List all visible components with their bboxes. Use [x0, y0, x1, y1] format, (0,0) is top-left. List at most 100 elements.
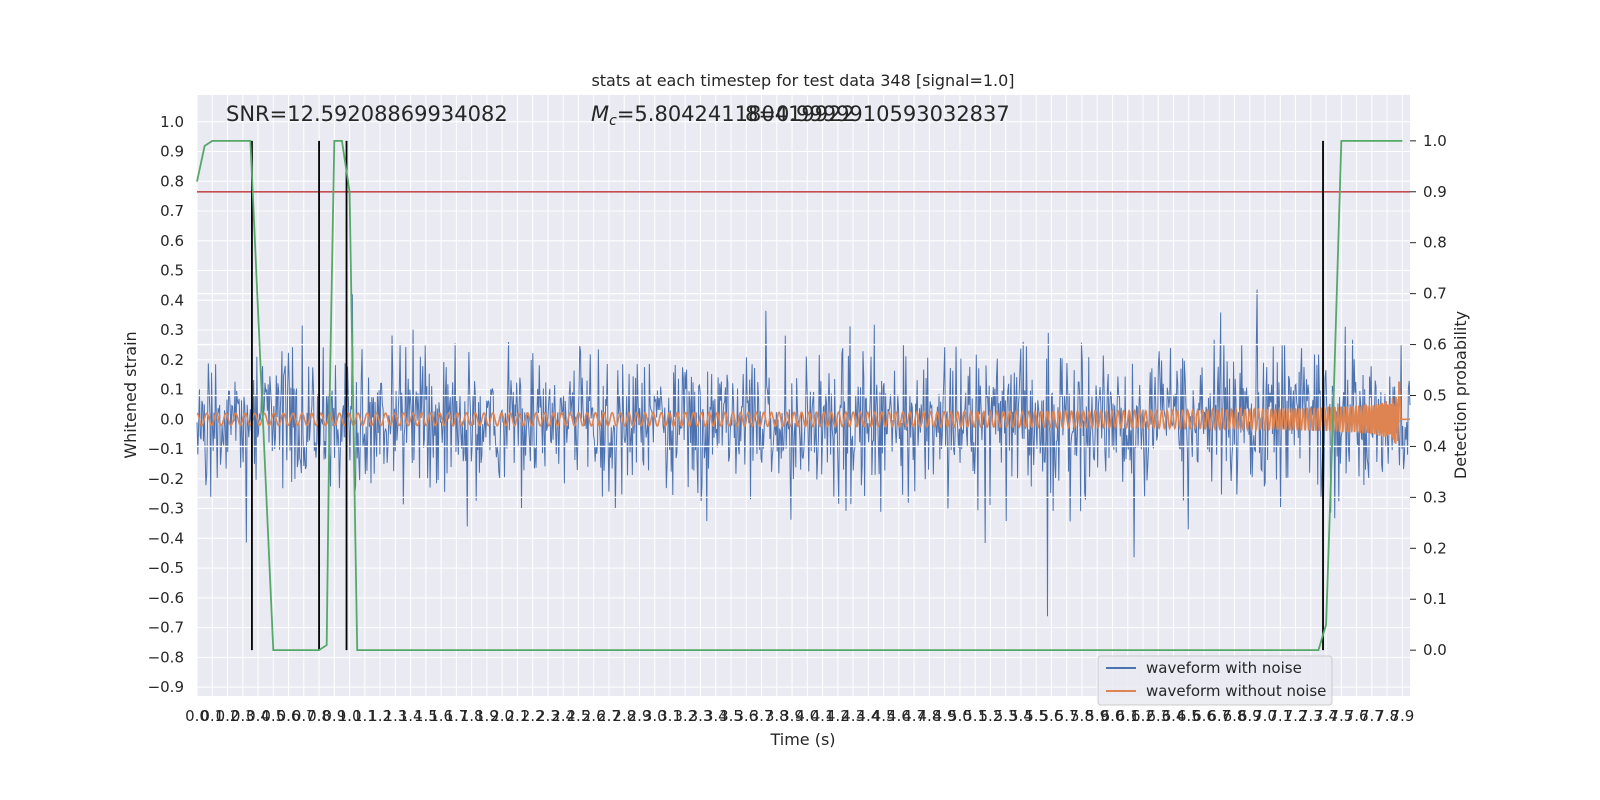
x-tick-label: 0.4 — [246, 707, 270, 725]
x-tick-label: 0.1 — [200, 707, 224, 725]
x-tick-label: 1.0 — [338, 707, 362, 725]
y-right-tick-label: 0.6 — [1423, 336, 1447, 354]
y-tick-label: −0.9 — [148, 678, 184, 696]
overlap-annotation: 8=0.9999910593032837 — [745, 102, 1010, 126]
x-tick-label: 0.0 — [185, 707, 209, 725]
x-tick-label: 3.0 — [643, 707, 667, 725]
y-tick-label: −0.7 — [148, 619, 184, 637]
x-tick-label: 4.1 — [811, 707, 835, 725]
y-tick-label: 1.0 — [160, 113, 184, 131]
x-tick-label: 1.6 — [429, 707, 453, 725]
y-tick-label: −0.5 — [148, 559, 184, 577]
x-tick-label: 2.1 — [505, 707, 529, 725]
x-tick-label: 5.0 — [948, 707, 972, 725]
noise-line — [196, 289, 1411, 617]
x-tick-label: 4.9 — [933, 707, 957, 725]
clean-line — [196, 381, 1410, 444]
x-tick-label: 1.4 — [399, 707, 423, 725]
detection-probability-series — [196, 139, 1403, 652]
legend: waveform with noise waveform without noi… — [1097, 655, 1333, 706]
x-tick-label: 5.6 — [1040, 707, 1064, 725]
x-tick-label: 4.8 — [917, 707, 941, 725]
x-tick-label: 1.1 — [353, 707, 377, 725]
y-right-tick-labels: 1.0 0.9 0.8 0.7 0.6 0.5 0.4 0.3 0.2 0.1 0.0 — [1410, 132, 1447, 659]
x-tick-label: 4.0 — [795, 707, 819, 725]
x-tick-label: 6.1 — [1116, 707, 1140, 725]
x-tick-label: 0.6 — [277, 707, 301, 725]
y-right-tick-label: 0.3 — [1423, 488, 1447, 506]
y-tick-label: −0.8 — [148, 648, 184, 666]
x-tick-label: 3.8 — [765, 707, 789, 725]
detection-markers — [251, 140, 1324, 651]
y-right-tick-label: 0.2 — [1423, 539, 1447, 557]
x-tick-label: 4.2 — [826, 707, 850, 725]
x-tick-labels: 0.00.10.20.30.40.50.60.70.80.91.01.11.21… — [185, 707, 1414, 725]
x-tick-label: 5.1 — [963, 707, 987, 725]
x-tick-label: 7.2 — [1284, 707, 1308, 725]
y-tick-label: −0.1 — [148, 440, 184, 458]
x-axis-label: Time (s) — [769, 730, 835, 749]
x-tick-label: 1.9 — [475, 707, 499, 725]
x-tick-label: 3.2 — [673, 707, 697, 725]
x-tick-label: 5.7 — [1055, 707, 1079, 725]
x-tick-label: 1.5 — [414, 707, 438, 725]
x-tick-label: 2.4 — [551, 707, 575, 725]
y-right-axis-label: Detection probability — [1451, 311, 1470, 479]
y-right-tick-label: 0.0 — [1423, 641, 1447, 659]
y-right-tick-label: 0.7 — [1423, 285, 1447, 303]
x-tick-label: 6.3 — [1146, 707, 1170, 725]
x-tick-label: 2.0 — [490, 707, 514, 725]
legend-label-noise: waveform with noise — [1146, 659, 1302, 677]
y-tick-label: 0.8 — [160, 172, 184, 190]
y-axis-label: Whitened strain — [121, 331, 140, 458]
y-right-tick-label: 0.4 — [1423, 437, 1447, 455]
y-tick-label: 0.9 — [160, 143, 184, 161]
waveform-with-noise-series — [196, 289, 1411, 617]
y-tick-label: −0.4 — [148, 529, 184, 547]
x-tick-label: 2.6 — [582, 707, 606, 725]
x-tick-label: 6.5 — [1177, 707, 1201, 725]
x-tick-label: 2.3 — [536, 707, 560, 725]
x-tick-label: 6.9 — [1238, 707, 1262, 725]
x-tick-label: 7.4 — [1314, 707, 1338, 725]
y-tick-label: 0.1 — [160, 381, 184, 399]
x-tick-label: 4.3 — [841, 707, 865, 725]
x-tick-label: 0.5 — [261, 707, 285, 725]
y-tick-label: 0.4 — [160, 291, 184, 309]
y-tick-label: 0.2 — [160, 351, 184, 369]
x-tick-label: 7.8 — [1375, 707, 1399, 725]
x-tick-label: 2.9 — [628, 707, 652, 725]
x-tick-label: 7.9 — [1390, 707, 1414, 725]
x-tick-label: 7.0 — [1253, 707, 1277, 725]
mc-symbol: M — [591, 102, 609, 126]
x-tick-label: 0.2 — [216, 707, 240, 725]
x-tick-label: 0.7 — [292, 707, 316, 725]
x-tick-label: 0.8 — [307, 707, 331, 725]
y-tick-label: 0.0 — [160, 410, 184, 428]
chirp-mass-annotation: Mc=5.804241180419922 — [591, 102, 855, 129]
y-right-tick-label: 0.5 — [1423, 387, 1447, 405]
x-tick-label: 5.3 — [994, 707, 1018, 725]
y-tick-label: −0.3 — [148, 500, 184, 518]
y-tick-label: 0.5 — [160, 262, 184, 280]
x-tick-label: 4.4 — [856, 707, 880, 725]
x-tick-label: 3.4 — [704, 707, 728, 725]
y-right-tick-label: 1.0 — [1423, 132, 1447, 150]
mc-subscript: c — [609, 113, 617, 129]
x-tick-label: 6.2 — [1131, 707, 1155, 725]
x-tick-label: 6.8 — [1223, 707, 1247, 725]
x-tick-label: 2.8 — [612, 707, 636, 725]
x-tick-label: 5.2 — [978, 707, 1002, 725]
waveform-without-noise-series — [196, 381, 1410, 444]
probability-line — [196, 139, 1403, 652]
x-tick-label: 3.9 — [780, 707, 804, 725]
chart-title: stats at each timestep for test data 348… — [591, 71, 1014, 90]
y-tick-label: 0.7 — [160, 202, 184, 220]
x-tick-label: 6.7 — [1207, 707, 1231, 725]
legend-box — [1097, 655, 1333, 706]
x-tick-label: 4.5 — [872, 707, 896, 725]
y-tick-labels: 1.0 0.9 0.8 0.7 0.6 0.5 0.4 0.3 0.2 0.1 0.0 −0.1 −0.… — [148, 113, 184, 696]
x-tick-label: 4.6 — [887, 707, 911, 725]
x-tick-label: 3.1 — [658, 707, 682, 725]
